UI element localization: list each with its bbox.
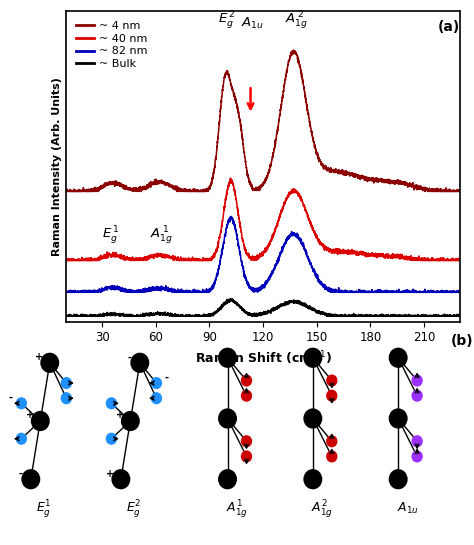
Circle shape	[218, 408, 237, 428]
Circle shape	[21, 469, 40, 489]
Text: -: -	[18, 469, 22, 479]
Circle shape	[303, 408, 322, 428]
Circle shape	[111, 469, 130, 489]
Circle shape	[411, 435, 423, 447]
Circle shape	[326, 390, 337, 402]
Circle shape	[16, 397, 27, 409]
Text: $A_{1g}^{\,1}$: $A_{1g}^{\,1}$	[149, 224, 173, 246]
Circle shape	[241, 390, 252, 402]
Circle shape	[389, 408, 408, 428]
Circle shape	[241, 435, 252, 447]
Circle shape	[61, 392, 72, 404]
Circle shape	[106, 433, 117, 445]
Text: +: +	[26, 410, 34, 421]
Circle shape	[411, 450, 423, 463]
Circle shape	[31, 411, 50, 431]
Circle shape	[16, 433, 27, 445]
Text: $A^2_{1g}$: $A^2_{1g}$	[311, 498, 333, 520]
Circle shape	[61, 377, 72, 389]
Circle shape	[326, 450, 337, 463]
Circle shape	[326, 435, 337, 447]
Text: $E_g^1$: $E_g^1$	[36, 498, 52, 520]
Text: (b): (b)	[451, 334, 474, 348]
Text: -: -	[128, 352, 131, 362]
Circle shape	[326, 374, 337, 386]
Legend: ~ 4 nm, ~ 40 nm, ~ 82 nm, ~ Bulk: ~ 4 nm, ~ 40 nm, ~ 82 nm, ~ Bulk	[72, 16, 152, 74]
Text: +: +	[116, 410, 124, 421]
Circle shape	[218, 348, 237, 368]
Circle shape	[411, 390, 423, 402]
Circle shape	[389, 348, 408, 368]
Text: (a): (a)	[438, 20, 460, 34]
Circle shape	[106, 397, 117, 409]
Circle shape	[121, 411, 140, 431]
Text: $E_g^2$: $E_g^2$	[127, 498, 142, 520]
Text: -: -	[9, 393, 13, 403]
X-axis label: Raman Shift (cm$^{-1}$): Raman Shift (cm$^{-1}$)	[194, 350, 332, 367]
Text: $E_g^{\,2}$: $E_g^{\,2}$	[219, 9, 236, 31]
Circle shape	[303, 469, 322, 489]
Circle shape	[40, 353, 59, 373]
Text: $E_g^{\,1}$: $E_g^{\,1}$	[102, 224, 120, 246]
Text: +: +	[35, 352, 44, 362]
Circle shape	[389, 469, 408, 489]
Text: $A_{1u}$: $A_{1u}$	[397, 501, 419, 516]
Circle shape	[241, 374, 252, 386]
Text: $A_{1u}$: $A_{1u}$	[241, 16, 264, 31]
Circle shape	[303, 348, 322, 368]
Circle shape	[130, 353, 149, 373]
Circle shape	[151, 377, 162, 389]
Circle shape	[151, 392, 162, 404]
Y-axis label: Raman Intensity (Arb. Units): Raman Intensity (Arb. Units)	[52, 77, 62, 256]
Circle shape	[218, 469, 237, 489]
Text: $A_{1g}^{\,2}$: $A_{1g}^{\,2}$	[285, 9, 309, 31]
Text: +: +	[106, 469, 115, 479]
Circle shape	[241, 450, 252, 463]
Text: -: -	[165, 373, 169, 383]
Circle shape	[411, 374, 423, 386]
Text: $A^1_{1g}$: $A^1_{1g}$	[226, 498, 248, 520]
